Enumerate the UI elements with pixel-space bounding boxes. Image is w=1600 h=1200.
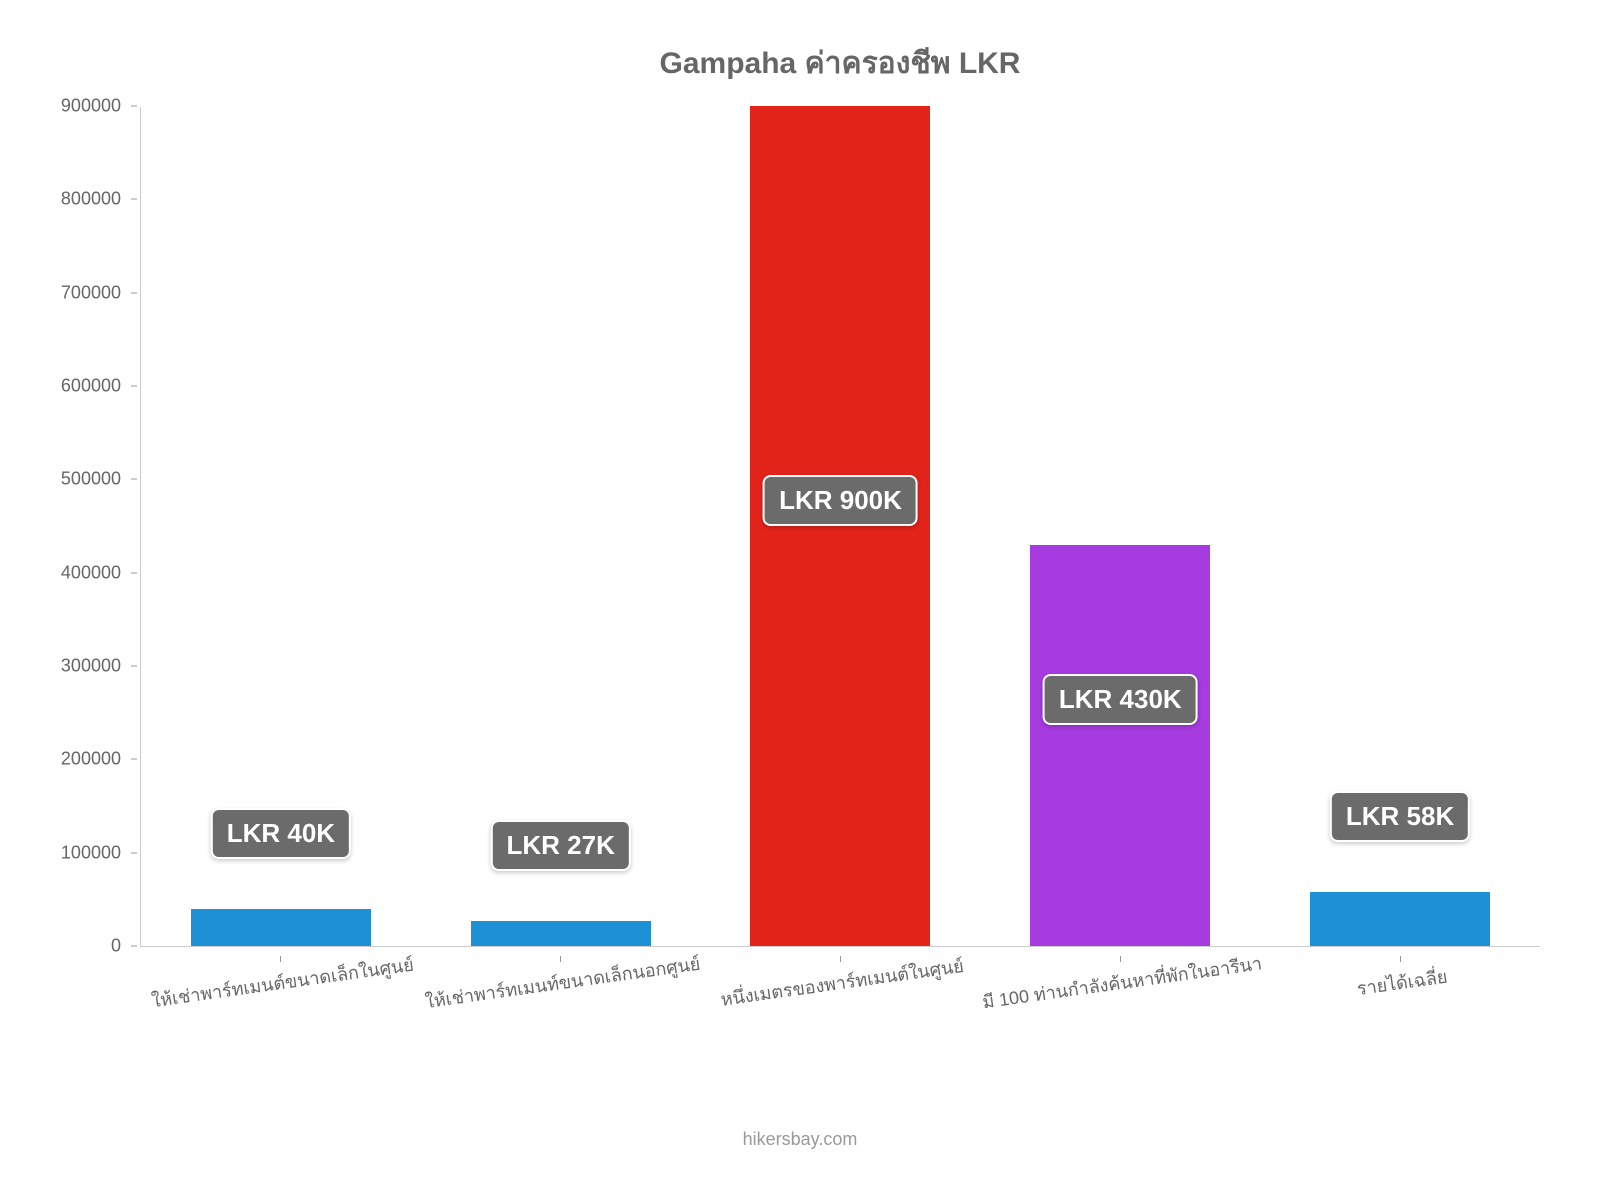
chart-container: Gampaha ค่าครองชีพ LKR 01000002000003000… (0, 0, 1600, 1200)
y-tick-mark (131, 479, 137, 480)
y-tick-mark (131, 106, 137, 107)
y-tick-mark (131, 946, 137, 947)
y-tick-label: 700000 (61, 282, 131, 303)
y-tick-label: 900000 (61, 96, 131, 117)
y-tick: 200000 (41, 749, 131, 770)
x-label: หนึ่งเมตรของพาร์ทเมนต์ในศูนย์ (719, 951, 966, 1014)
value-badge: LKR 27K (491, 820, 631, 871)
bar (1030, 545, 1210, 946)
y-tick-mark (131, 386, 137, 387)
y-tick-label: 600000 (61, 376, 131, 397)
y-tick: 400000 (41, 562, 131, 583)
x-label: รายได้เฉลี่ย (1355, 962, 1449, 1003)
y-tick-mark (131, 852, 137, 853)
value-badge: LKR 430K (1043, 674, 1198, 725)
y-axis: 0100000200000300000400000500000600000700… (41, 107, 131, 946)
bar (750, 106, 930, 946)
value-badge: LKR 40K (211, 808, 351, 859)
y-tick: 300000 (41, 656, 131, 677)
footer-text: hikersbay.com (0, 1129, 1600, 1150)
x-tick-mark (1120, 956, 1121, 962)
y-tick-mark (131, 572, 137, 573)
y-tick-label: 400000 (61, 562, 131, 583)
y-tick: 600000 (41, 376, 131, 397)
y-tick: 700000 (41, 282, 131, 303)
bar-slot: LKR 27K (421, 107, 701, 946)
x-label: ให้เช่าพาร์ทเมนต์ขนาดเล็กในศูนย์ (150, 950, 416, 1016)
y-tick-label: 800000 (61, 189, 131, 210)
y-tick-label: 500000 (61, 469, 131, 490)
y-tick-mark (131, 759, 137, 760)
plot-area: 0100000200000300000400000500000600000700… (140, 107, 1540, 947)
y-tick-label: 100000 (61, 842, 131, 863)
value-badge: LKR 900K (763, 475, 918, 526)
y-tick-label: 200000 (61, 749, 131, 770)
x-tick-mark (560, 956, 561, 962)
value-badge: LKR 58K (1330, 791, 1470, 842)
x-label: มี 100 ท่านกำลังค้นหาที่พักในอารีนา (981, 948, 1264, 1016)
y-tick: 900000 (41, 96, 131, 117)
bar (1310, 892, 1490, 946)
y-tick-mark (131, 292, 137, 293)
bar-slot: LKR 40K (141, 107, 421, 946)
bar-slot: LKR 430K (980, 107, 1260, 946)
y-tick: 0 (41, 936, 131, 957)
bar (471, 921, 651, 946)
y-tick: 800000 (41, 189, 131, 210)
x-tick-mark (1400, 956, 1401, 962)
x-label: ให้เช่าพาร์ทเมนท์ขนาดเล็กนอกศูนย์ (423, 949, 702, 1016)
x-tick-mark (840, 956, 841, 962)
bar (191, 909, 371, 946)
y-tick-label: 300000 (61, 656, 131, 677)
bars-region: LKR 40K LKR 27K LKR 900K LKR 430K LKR 58K (141, 107, 1540, 946)
y-tick: 100000 (41, 842, 131, 863)
y-tick-mark (131, 666, 137, 667)
chart-title: Gampaha ค่าครองชีพ LKR (140, 40, 1540, 87)
bar-slot: LKR 58K (1260, 107, 1540, 946)
y-tick-mark (131, 199, 137, 200)
bar-slot: LKR 900K (701, 107, 981, 946)
y-tick-label: 0 (111, 936, 131, 957)
y-tick: 500000 (41, 469, 131, 490)
x-tick-mark (280, 956, 281, 962)
